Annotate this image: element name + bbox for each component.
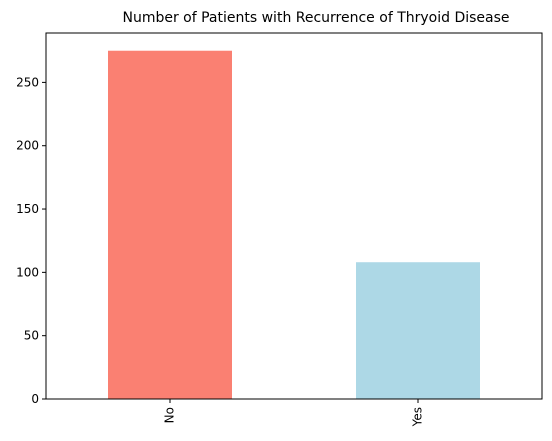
bars-group — [108, 50, 480, 399]
y-tick-label: 100 — [16, 265, 39, 279]
y-tick-label: 0 — [31, 392, 39, 406]
y-axis: 0 50 100 150 200 250 — [16, 75, 46, 406]
bar-yes — [356, 262, 480, 399]
y-tick-label: 250 — [16, 75, 39, 89]
y-tick-label: 50 — [24, 329, 39, 343]
bar-no — [108, 50, 232, 399]
y-tick-label: 150 — [16, 202, 39, 216]
y-tick-label: 200 — [16, 139, 39, 153]
x-tick-label: Yes — [411, 407, 425, 427]
x-tick-label: No — [163, 407, 177, 423]
plot-frame — [45, 32, 543, 400]
x-axis: No Yes — [163, 399, 425, 427]
chart-title: Number of Patients with Recurrence of Th… — [122, 10, 509, 26]
